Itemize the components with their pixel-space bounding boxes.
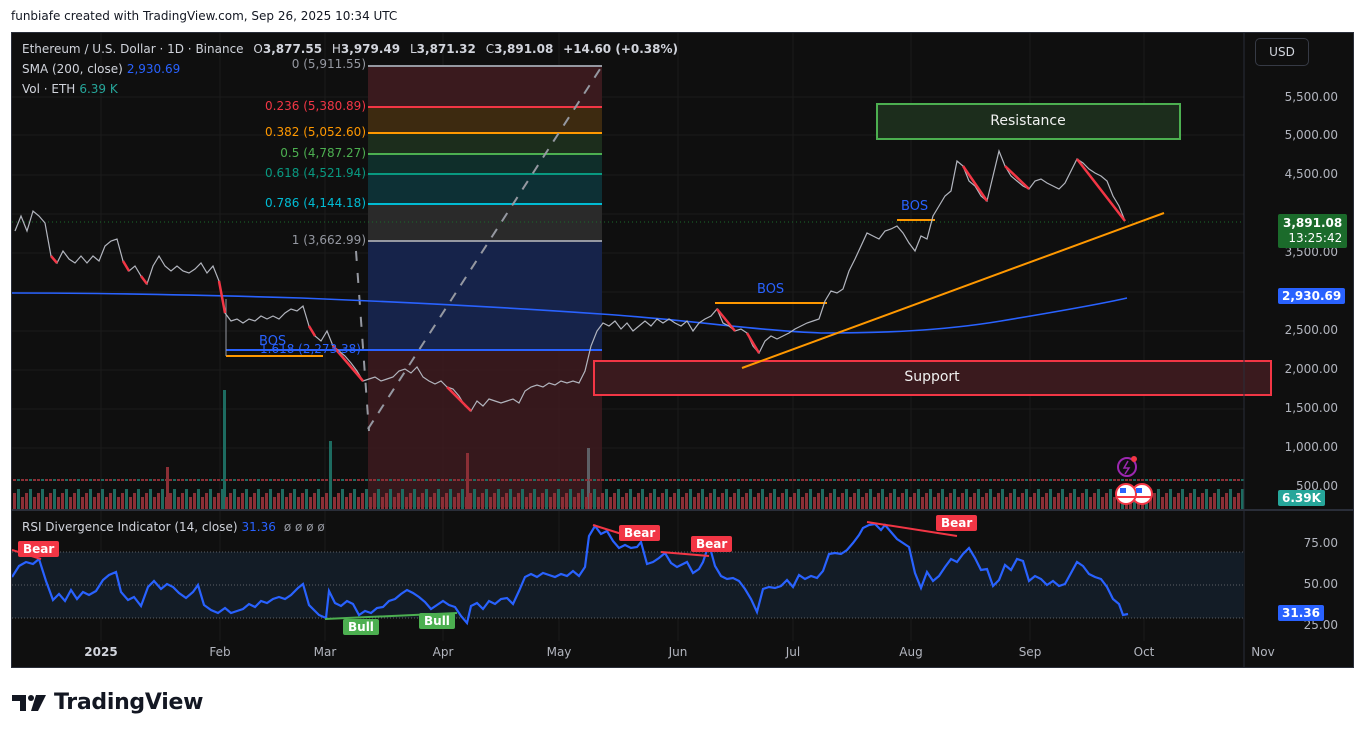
open-value: 3,877.55 [262, 42, 323, 56]
volume-tag: 6.39K [1278, 490, 1325, 506]
high-value: 3,979.49 [340, 42, 401, 56]
bear-signal-1: Bear [18, 541, 60, 557]
rsi-tick: 75.00 [1303, 536, 1338, 550]
time-label: Apr [432, 645, 454, 659]
rsi-line [12, 522, 1129, 626]
bull-signal-1: Bull [343, 619, 379, 635]
close-value: 3,891.08 [494, 42, 554, 56]
price-tick: 1,000.00 [1284, 440, 1338, 454]
bos-label-3: BOS [901, 199, 929, 214]
fib-level-1: 1 (3,662.99) [291, 233, 366, 247]
time-label: Feb [209, 645, 231, 659]
price-tick: 5,500.00 [1284, 90, 1338, 104]
volume-legend[interactable]: Vol · ETH 6.39 K [22, 82, 118, 96]
resistance-zone[interactable] [876, 103, 1181, 140]
time-label: Mar [313, 645, 337, 659]
currency-button[interactable]: USD [1255, 38, 1309, 66]
fib-level-0382: 0.382 (5,052.60) [265, 125, 366, 139]
bear-signal-4: Bear [936, 515, 978, 531]
fib-retracement[interactable] [226, 65, 603, 507]
price-tick: 500.00 [1296, 479, 1338, 493]
resistance-label: Resistance [990, 113, 1066, 129]
bar-countdown: 13:25:42 [1288, 231, 1343, 245]
fib-level-0236: 0.236 (5,380.89) [265, 99, 366, 113]
fib-level-0786: 0.786 (4,144.18) [265, 196, 366, 210]
rsi-value: 31.36 [241, 520, 276, 534]
time-label: Sep [1018, 645, 1042, 659]
tradingview-logo[interactable]: TradingView [12, 690, 203, 715]
trendline [741, 212, 1165, 369]
time-label: Oct [1133, 645, 1155, 659]
price-tick: 2,000.00 [1284, 362, 1338, 376]
rsi-tick: 25.00 [1303, 618, 1338, 632]
symbol-title: Ethereum / U.S. Dollar · 1D · Binance [22, 42, 244, 56]
last-price-tag: 3,891.08 13:25:42 [1278, 214, 1348, 248]
volume-bars [12, 390, 1244, 509]
chart-canvas[interactable] [12, 33, 1354, 668]
rsi-legend[interactable]: RSI Divergence Indicator (14, close) 31.3… [22, 520, 325, 534]
sma-value: 2,930.69 [126, 62, 181, 76]
change-value: +14.60 (+0.38%) [563, 42, 678, 56]
tradingview-brand: TradingView [54, 690, 204, 715]
price-tick: 5,000.00 [1284, 128, 1338, 142]
volume-value: 6.39 K [79, 82, 118, 96]
sma-line [12, 292, 1128, 334]
fib-level-0: 0 (5,911.55) [291, 57, 366, 71]
sma-legend[interactable]: SMA (200, close) 2,930.69 [22, 62, 181, 76]
price-tick: 3,500.00 [1284, 245, 1338, 259]
bull-signal-2: Bull [419, 613, 455, 629]
bear-signal-2: Bear [619, 525, 661, 541]
chart-credit: funbiafe created with TradingView.com, S… [11, 9, 398, 23]
price-tick: 2,500.00 [1284, 323, 1338, 337]
price-tick: 1,500.00 [1284, 401, 1338, 415]
sma-price-tag: 2,930.69 [1278, 288, 1346, 304]
rsi-tick: 50.00 [1303, 577, 1338, 591]
tradingview-logo-icon [12, 694, 46, 711]
chart-frame[interactable]: Ethereum / U.S. Dollar · 1D · Binance O3… [11, 32, 1354, 668]
fib-level-0618: 0.618 (4,521.94) [265, 166, 366, 180]
time-label: Aug [899, 645, 923, 659]
bear-signal-3: Bear [691, 536, 733, 552]
time-label: Nov [1251, 645, 1275, 659]
bos-label-2: BOS [757, 282, 785, 297]
support-zone[interactable] [593, 360, 1272, 396]
bos-label-1: BOS [259, 334, 287, 349]
time-label: Jun [668, 645, 688, 659]
events-icons[interactable] [1115, 456, 1153, 505]
time-label: May [546, 645, 572, 659]
time-label: 2025 [84, 645, 118, 659]
price-candles [14, 149, 1126, 412]
time-label: Jul [785, 645, 801, 659]
symbol-legend[interactable]: Ethereum / U.S. Dollar · 1D · Binance O3… [22, 42, 678, 56]
fib-level-1618: 1.618 (2,273.38) [260, 342, 361, 356]
rsi-value-tag: 31.36 [1278, 605, 1324, 621]
low-value: 3,871.32 [416, 42, 476, 56]
fib-level-05: 0.5 (4,787.27) [280, 146, 366, 160]
price-tick: 4,500.00 [1284, 167, 1338, 181]
support-label: Support [904, 369, 960, 385]
